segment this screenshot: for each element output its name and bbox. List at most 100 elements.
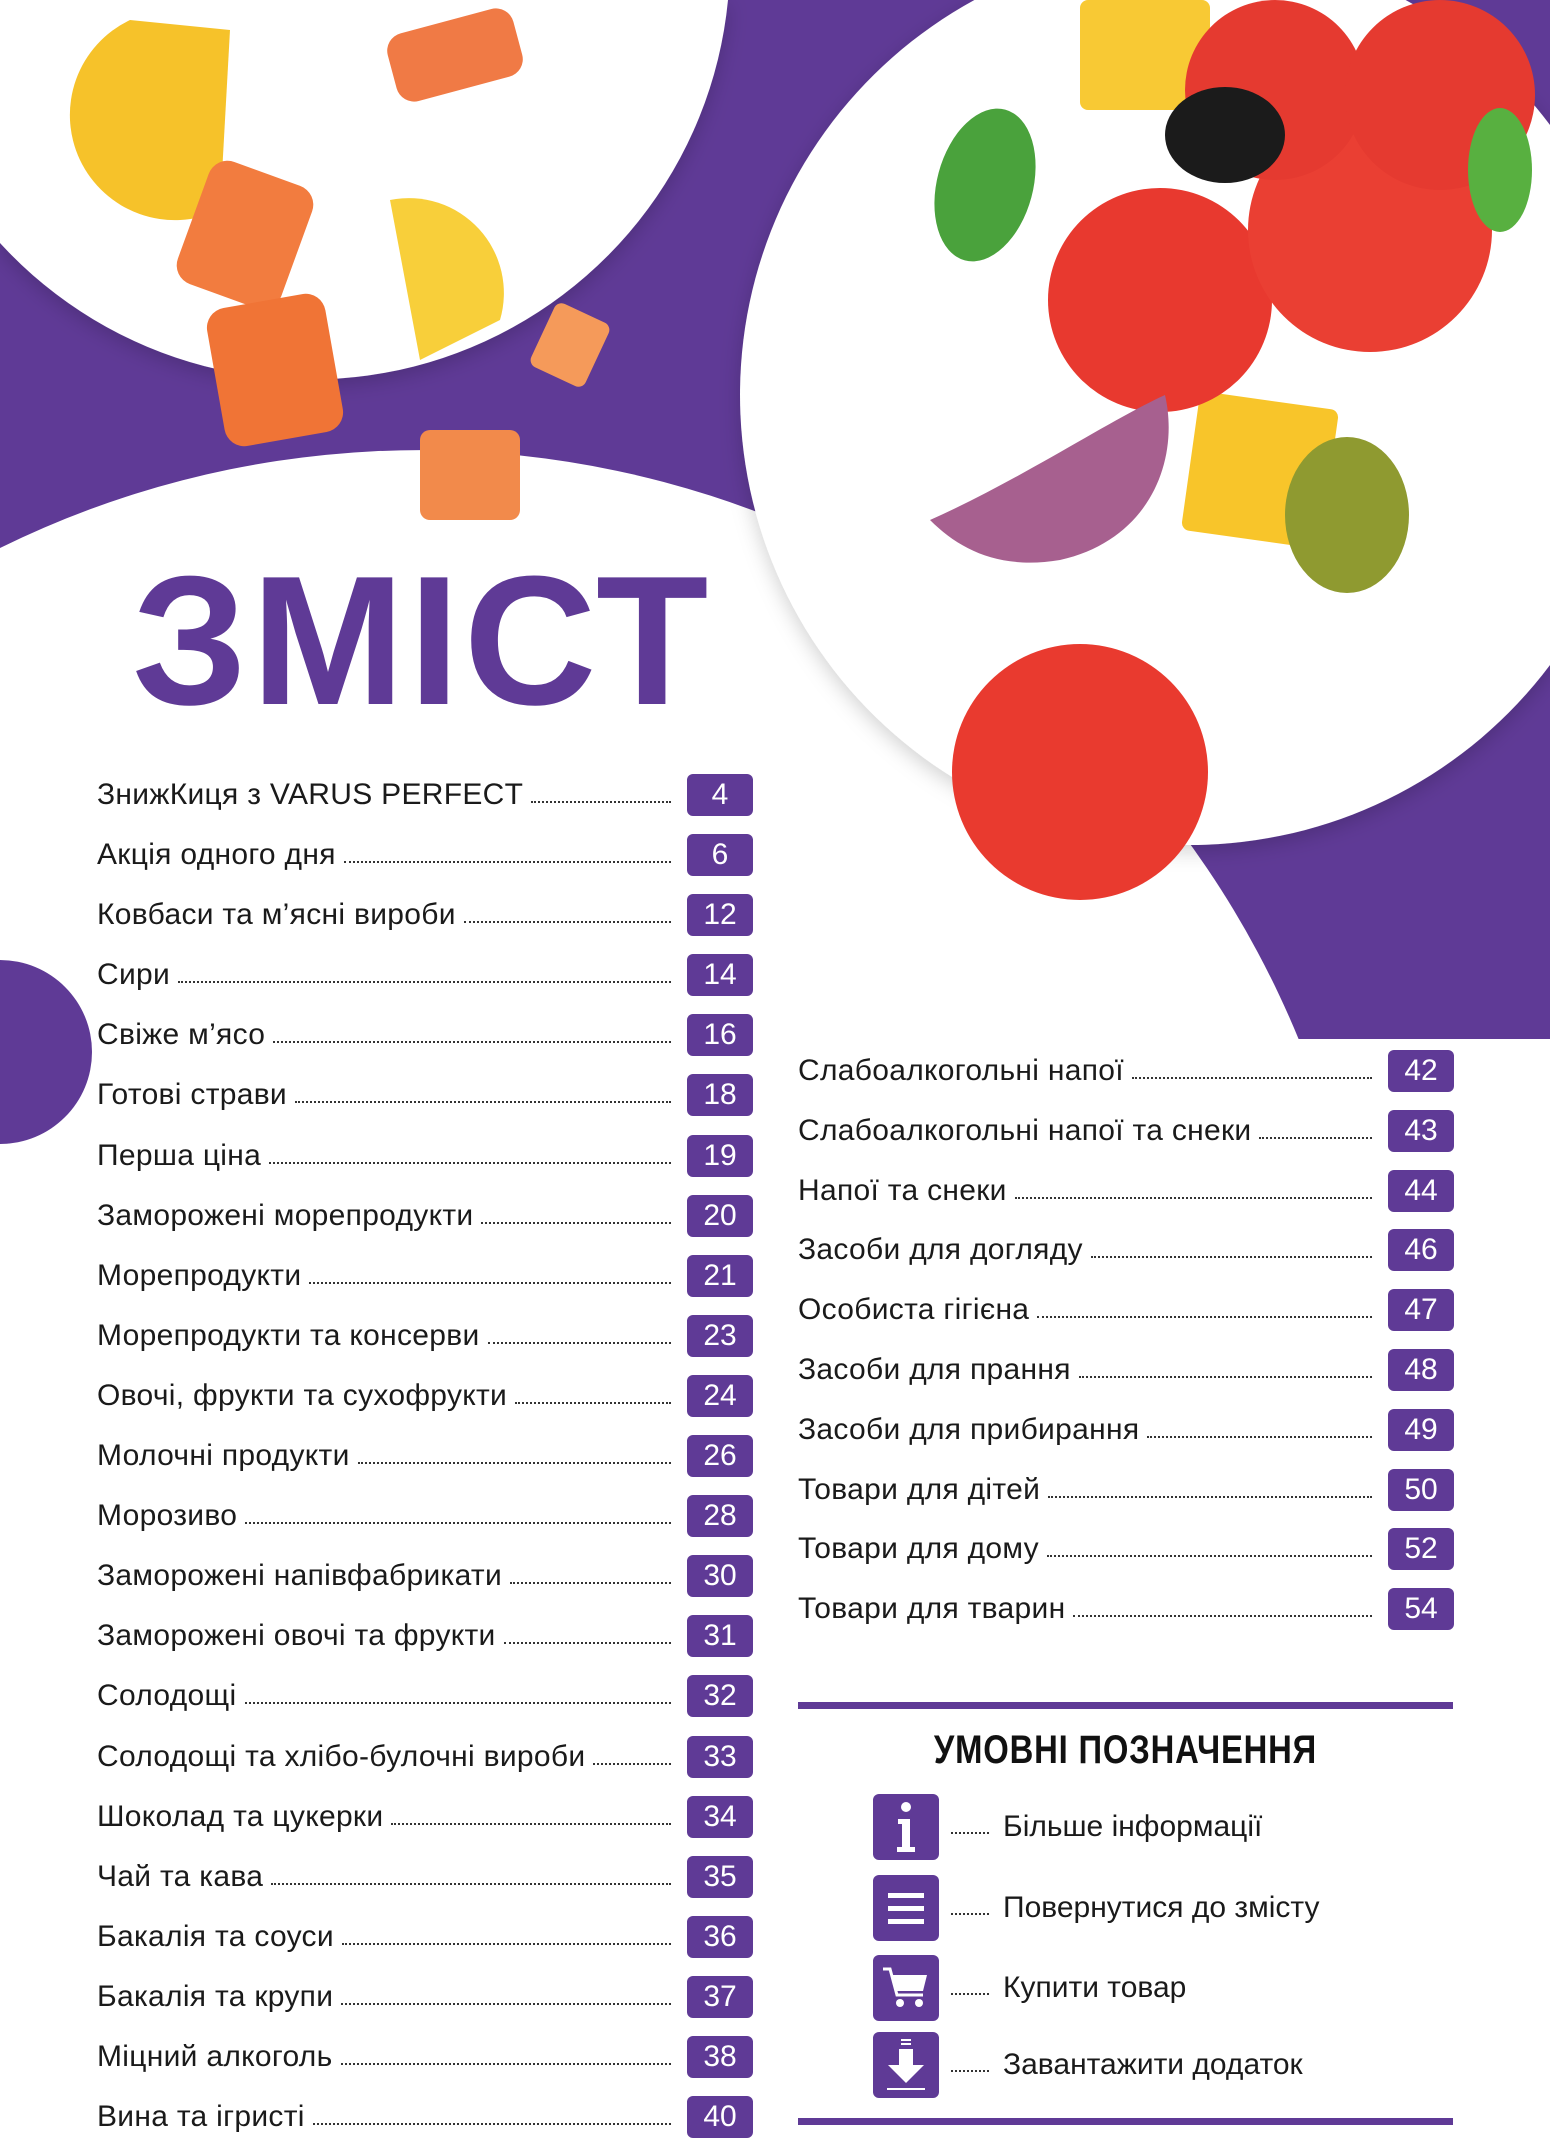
- legend-label: Більше інформації: [1003, 1810, 1263, 1843]
- leader-dots: [244, 1702, 671, 1705]
- page-number-badge[interactable]: 28: [687, 1495, 753, 1538]
- salmon-piece: [530, 303, 610, 387]
- page-number-badge[interactable]: 4: [687, 774, 753, 816]
- toc-entry-label: Слабоалкогольні напої та снеки: [798, 1113, 1252, 1147]
- page-number-badge[interactable]: 40: [687, 2096, 753, 2139]
- toc-entry[interactable]: Засоби для прання 48: [798, 1348, 1454, 1392]
- cheese-cube: [1080, 0, 1210, 110]
- page-number-badge[interactable]: 42: [1388, 1050, 1454, 1092]
- page-number-badge[interactable]: 44: [1388, 1169, 1454, 1212]
- toc-entry[interactable]: Заморожені морепродукти 20: [97, 1194, 753, 1238]
- leader-dots: [487, 1341, 671, 1344]
- toc-entry[interactable]: Ковбаси та м’ясні вироби 12: [97, 893, 753, 937]
- page-number-badge[interactable]: 36: [687, 1915, 753, 1958]
- page-number-badge[interactable]: 31: [687, 1615, 753, 1658]
- toc-entry[interactable]: Готові страви 18: [97, 1073, 753, 1117]
- toc-entry-label: Перша ціна: [97, 1138, 262, 1172]
- page-number-badge[interactable]: 12: [687, 894, 753, 937]
- toc-entry[interactable]: Солодощі 32: [97, 1674, 753, 1718]
- legend-item-menu: Повернутися до змісту: [873, 1875, 1320, 1941]
- toc-entry[interactable]: Слабоалкогольні напої та снеки 43: [798, 1109, 1454, 1153]
- page-number-badge[interactable]: 33: [687, 1735, 753, 1778]
- toc-entry-label: Шоколад та цукерки: [97, 1799, 384, 1833]
- toc-entry[interactable]: Овочі, фрукти та сухофрукти 24: [97, 1374, 753, 1418]
- page-number-badge[interactable]: 19: [687, 1134, 753, 1177]
- page-number-badge[interactable]: 47: [1388, 1289, 1454, 1332]
- toc-entry[interactable]: Морозиво 28: [97, 1494, 753, 1538]
- toc-entry-label: Бакалія та соуси: [97, 1919, 334, 1953]
- page-number-badge[interactable]: 54: [1388, 1588, 1454, 1631]
- toc-entry[interactable]: Міцний алкоголь 38: [97, 2035, 753, 2079]
- toc-entry[interactable]: Молочні продукти 26: [97, 1434, 753, 1478]
- toc-entry[interactable]: Товари для дітей 50: [798, 1468, 1454, 1512]
- leader-dots: [510, 1582, 671, 1585]
- page-number-badge[interactable]: 37: [687, 1975, 753, 2018]
- toc-entry-label: Заморожені овочі та фрукти: [97, 1619, 496, 1653]
- toc-entry[interactable]: Особиста гігієна 47: [798, 1288, 1454, 1332]
- page-number-badge[interactable]: 6: [687, 834, 753, 877]
- leader-dots: [951, 1832, 989, 1834]
- page-number-badge[interactable]: 46: [1388, 1229, 1454, 1272]
- page-number-badge[interactable]: 23: [687, 1314, 753, 1357]
- toc-entry[interactable]: Засоби для догляду 46: [798, 1228, 1454, 1272]
- page-number-badge[interactable]: 35: [687, 1855, 753, 1898]
- info-icon[interactable]: [873, 1794, 939, 1860]
- page-number-badge[interactable]: 48: [1388, 1348, 1454, 1391]
- page-number-badge[interactable]: 50: [1388, 1468, 1454, 1511]
- page-number-badge[interactable]: 18: [687, 1074, 753, 1117]
- toc-entry-label: Свіже м’ясо: [97, 1018, 266, 1052]
- toc-entry[interactable]: Товари для тварин 54: [798, 1587, 1454, 1631]
- toc-entry[interactable]: Перша ціна 19: [97, 1134, 753, 1178]
- page-number-badge[interactable]: 20: [687, 1194, 753, 1237]
- page-number-badge[interactable]: 21: [687, 1254, 753, 1297]
- page-number-badge[interactable]: 52: [1388, 1528, 1454, 1571]
- toc-entry[interactable]: Заморожені овочі та фрукти 31: [97, 1614, 753, 1658]
- left-edge-half-circle: [0, 960, 92, 1144]
- white-content-area: [0, 450, 1299, 1041]
- toc-entry-label: Заморожені напівфабрикати: [97, 1559, 503, 1593]
- cart-icon[interactable]: [873, 1955, 939, 2021]
- toc-entry-label: Солодощі та хлібо-булочні вироби: [97, 1739, 586, 1773]
- leader-dots: [481, 1221, 671, 1224]
- toc-left-column: ЗнижКиця з VARUS PERFECT 4 Акція одного дн…: [97, 773, 753, 2139]
- page-number-badge[interactable]: 16: [687, 1014, 753, 1057]
- toc-entry[interactable]: Акція одного дня 6: [97, 833, 753, 877]
- toc-entry[interactable]: Заморожені напівфабрикати 30: [97, 1554, 753, 1598]
- download-icon[interactable]: [873, 2032, 939, 2098]
- leader-dots: [343, 861, 671, 864]
- lemon-slice: [69, 20, 230, 221]
- page-number-badge[interactable]: 30: [687, 1555, 753, 1598]
- toc-entry[interactable]: Напої та снеки 44: [798, 1169, 1454, 1213]
- basil-leaf: [1468, 108, 1532, 232]
- toc-entry[interactable]: Шоколад та цукерки 34: [97, 1795, 753, 1839]
- page-number-badge[interactable]: 24: [687, 1374, 753, 1417]
- toc-entry[interactable]: Морепродукти 21: [97, 1254, 753, 1298]
- page-title: ЗМІСТ: [132, 537, 713, 743]
- leader-dots: [951, 2070, 989, 2072]
- white-lower-area: [0, 1039, 1550, 2141]
- leader-dots: [273, 1041, 671, 1044]
- page-number-badge[interactable]: 38: [687, 2035, 753, 2078]
- salmon-piece: [176, 160, 314, 310]
- page-number-badge[interactable]: 43: [1388, 1109, 1454, 1152]
- toc-entry[interactable]: Чай та кава 35: [97, 1855, 753, 1899]
- page-number-badge[interactable]: 14: [687, 954, 753, 997]
- toc-entry[interactable]: Морепродукти та консерви 23: [97, 1314, 753, 1358]
- toc-entry[interactable]: Бакалія та соуси 36: [97, 1915, 753, 1959]
- page-number-badge[interactable]: 49: [1388, 1408, 1454, 1451]
- menu-icon[interactable]: [873, 1875, 939, 1941]
- toc-entry[interactable]: Слабоалкогольні напої 42: [798, 1049, 1454, 1093]
- toc-entry[interactable]: Товари для дому 52: [798, 1527, 1454, 1571]
- page-number-badge[interactable]: 26: [687, 1435, 753, 1478]
- leader-dots: [1046, 1555, 1372, 1558]
- toc-entry[interactable]: Бакалія та крупи 37: [97, 1975, 753, 2019]
- toc-entry[interactable]: Засоби для прибирання 49: [798, 1408, 1454, 1452]
- toc-entry[interactable]: ЗнижКиця з VARUS PERFECT 4: [97, 773, 753, 817]
- toc-entry[interactable]: Свіже м’ясо 16: [97, 1013, 753, 1057]
- toc-entry[interactable]: Вина та ігристі 40: [97, 2095, 753, 2139]
- page-number-badge[interactable]: 34: [687, 1795, 753, 1838]
- toc-entry[interactable]: Солодощі та хлібо-булочні вироби 33: [97, 1735, 753, 1779]
- leader-dots: [1090, 1256, 1372, 1259]
- page-number-badge[interactable]: 32: [687, 1675, 753, 1718]
- toc-entry[interactable]: Сири 14: [97, 953, 753, 997]
